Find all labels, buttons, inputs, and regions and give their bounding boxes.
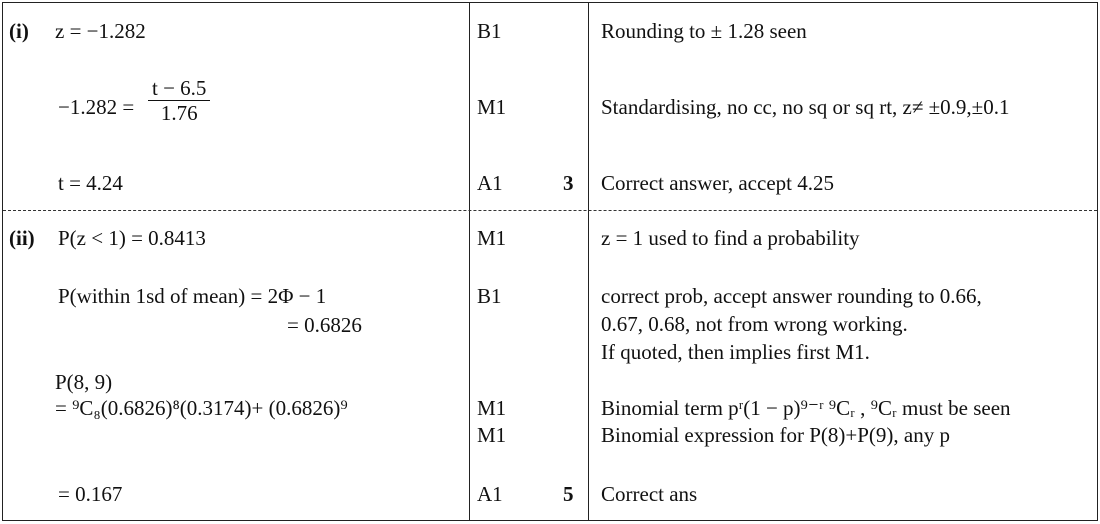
table-border-bottom <box>2 520 1098 521</box>
part-label: (ii) <box>9 226 35 250</box>
working: P(8, 9) <box>55 370 113 394</box>
mark: A1 <box>477 171 503 195</box>
mark: M1 <box>477 226 507 250</box>
column-divider <box>469 2 470 521</box>
comment: z = 1 used to find a probability <box>601 226 860 250</box>
mark: B1 <box>477 284 502 308</box>
total-marks: 3 <box>563 171 574 195</box>
part-label: (i) <box>9 19 29 43</box>
denominator: 1.76 <box>160 101 198 125</box>
comment: 0.67, 0.68, not from wrong working. <box>601 312 908 336</box>
total-marks: 5 <box>563 482 574 506</box>
comment: Binomial term pʳ(1 − p)⁹⁻ʳ ⁹Cᵣ , ⁹Cᵣ mus… <box>601 396 1011 420</box>
comment: Binomial expression for P(8)+P(9), any p <box>601 423 950 447</box>
comment: Rounding to ± 1.28 seen <box>601 19 807 43</box>
table-border-left <box>2 2 3 521</box>
working: P(z < 1) = 0.8413 <box>58 226 206 250</box>
comment: Standardising, no cc, no sq or sq rt, z≠… <box>601 95 1010 119</box>
comment: Correct answer, accept 4.25 <box>601 171 834 195</box>
table-border-top <box>2 2 1098 3</box>
comment: Correct ans <box>601 482 698 506</box>
working: P(within 1sd of mean) = 2Φ − 1 <box>58 284 327 308</box>
working: = ⁹C₈(0.6826)⁸(0.3174)+ (0.6826)⁹ <box>55 396 348 420</box>
numerator: t − 6.5 <box>148 76 211 101</box>
part-divider <box>3 210 1097 211</box>
mark: M1 <box>477 95 507 119</box>
mark: M1 <box>477 396 507 420</box>
working: = 0.167 <box>58 482 123 506</box>
comment: correct prob, accept answer rounding to … <box>601 284 982 308</box>
table-border-right <box>1097 2 1098 521</box>
working: = 0.6826 <box>287 313 362 337</box>
comment: If quoted, then implies first M1. <box>601 340 870 364</box>
column-divider <box>588 2 589 521</box>
working: t = 4.24 <box>58 171 123 195</box>
mark: A1 <box>477 482 503 506</box>
working: z = −1.282 <box>55 19 146 43</box>
mark: M1 <box>477 423 507 447</box>
fraction: t − 6.5 1.76 <box>148 76 211 125</box>
working: −1.282 = <box>58 95 135 119</box>
mark: B1 <box>477 19 502 43</box>
